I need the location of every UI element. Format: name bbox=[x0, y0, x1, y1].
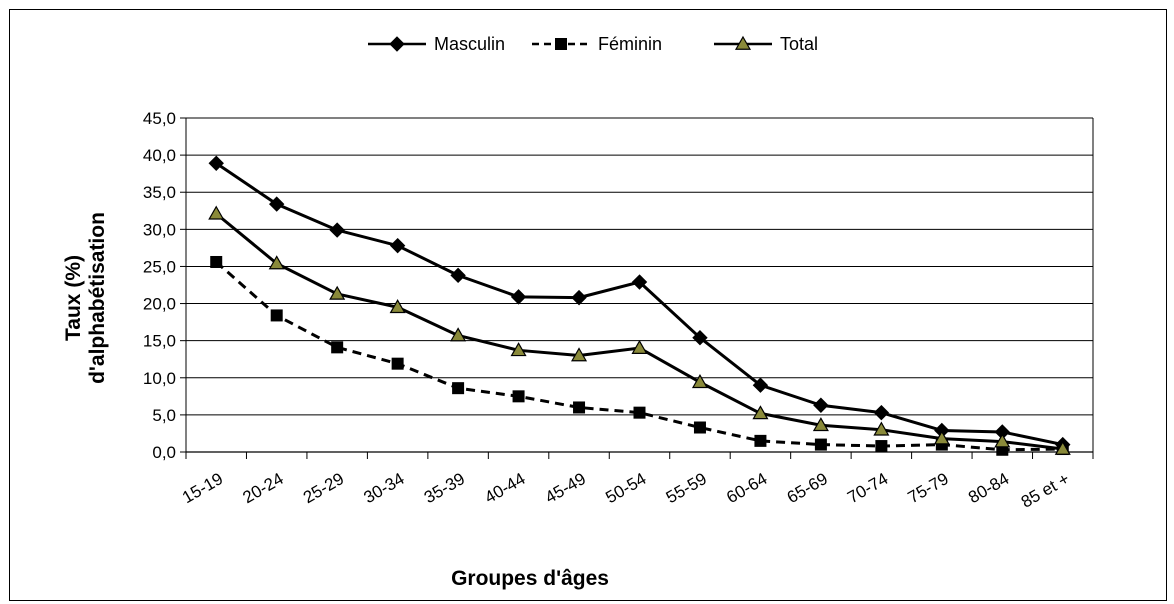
y-tick-label: 45,0 bbox=[143, 109, 176, 128]
data-point bbox=[391, 357, 404, 370]
y-tick-label: 20,0 bbox=[143, 295, 176, 314]
y-tick-label: 15,0 bbox=[143, 332, 176, 351]
data-point bbox=[329, 222, 345, 238]
y-tick-label: 5,0 bbox=[152, 406, 176, 425]
data-point bbox=[450, 327, 467, 342]
data-point bbox=[933, 430, 950, 445]
x-tick-label: 20-24 bbox=[240, 469, 287, 507]
x-tick-label: 50-54 bbox=[602, 469, 649, 507]
legend-marker bbox=[555, 38, 567, 50]
x-tick-label: 55-59 bbox=[663, 469, 710, 507]
x-tick-label: 60-64 bbox=[723, 469, 770, 507]
data-point bbox=[208, 205, 225, 220]
x-tick-label: 35-39 bbox=[421, 469, 468, 507]
data-point bbox=[693, 421, 706, 434]
data-point bbox=[813, 397, 829, 413]
x-tick-label: 80-84 bbox=[965, 469, 1012, 507]
x-tick-label: 40-44 bbox=[481, 469, 528, 507]
legend-item-masculin: Masculin bbox=[368, 34, 505, 54]
legend: Masculin Féminin Total bbox=[368, 34, 818, 54]
series-line bbox=[215, 260, 1063, 452]
gridlines bbox=[186, 117, 1093, 416]
y-tick-label: 0,0 bbox=[152, 443, 176, 462]
chart-frame bbox=[9, 9, 1167, 601]
data-point bbox=[812, 417, 829, 432]
y-tick-label: 25,0 bbox=[143, 257, 176, 276]
data-point bbox=[512, 390, 525, 403]
data-point bbox=[814, 438, 827, 451]
x-tick-label: 25-29 bbox=[300, 469, 347, 507]
legend-label: Féminin bbox=[598, 34, 662, 54]
x-tick-label: 65-69 bbox=[784, 469, 831, 507]
y-axis-title: Taux (%) d'alphabétisation bbox=[62, 212, 109, 384]
x-tick-label: 45-49 bbox=[542, 469, 589, 507]
data-point bbox=[510, 289, 527, 305]
legend-marker bbox=[389, 36, 405, 52]
data-point bbox=[452, 382, 465, 395]
x-tick-label: 30-34 bbox=[360, 469, 407, 507]
data-point bbox=[692, 329, 708, 346]
series-féminin bbox=[210, 255, 1069, 456]
data-point bbox=[873, 421, 890, 436]
legend-item-total: Total bbox=[714, 34, 818, 54]
legend-label: Masculin bbox=[434, 34, 505, 54]
data-point bbox=[631, 339, 648, 354]
data-point bbox=[570, 347, 588, 362]
data-point bbox=[510, 342, 527, 357]
y-tick-label: 35,0 bbox=[143, 183, 176, 202]
data-point bbox=[633, 406, 646, 419]
data-point bbox=[208, 155, 224, 171]
data-point bbox=[571, 289, 587, 306]
data-point bbox=[631, 274, 648, 290]
data-point bbox=[754, 434, 767, 447]
y-axis-title-line-2: d'alphabétisation bbox=[86, 212, 109, 384]
series-group bbox=[208, 155, 1071, 456]
y-tick-labels: 0,0 5,0 10,0 15,0 20,0 25,0 30,0 35,0 40,0 45,0 bbox=[143, 109, 176, 462]
data-point bbox=[573, 401, 586, 414]
x-tick-label: 75-79 bbox=[905, 469, 952, 507]
data-point bbox=[875, 440, 888, 453]
y-tick-label: 10,0 bbox=[143, 369, 176, 388]
data-point bbox=[268, 196, 285, 212]
legend-item-féminin: Féminin bbox=[532, 34, 662, 54]
y-axis-title-line-1: Taux (%) bbox=[62, 255, 85, 341]
data-point bbox=[450, 267, 466, 284]
data-point bbox=[389, 237, 406, 254]
legend-label: Total bbox=[780, 34, 818, 54]
x-tick-labels: 15-19 20-24 25-29 30-34 35-39 40-44 45-49 50-54… bbox=[179, 469, 1073, 512]
data-point bbox=[329, 285, 346, 300]
data-point bbox=[1054, 440, 1071, 455]
series-total bbox=[208, 205, 1071, 455]
x-tick-label: 15-19 bbox=[179, 469, 226, 507]
data-point bbox=[270, 309, 283, 322]
x-tick-label: 85 et + bbox=[1018, 469, 1073, 512]
x-tick-label: 70-74 bbox=[844, 469, 891, 507]
legend-marker bbox=[734, 35, 752, 50]
data-point bbox=[210, 255, 223, 268]
series-masculin bbox=[208, 155, 1071, 453]
data-point bbox=[691, 374, 709, 389]
data-point bbox=[873, 404, 890, 421]
data-point bbox=[389, 299, 406, 314]
x-axis-title: Groupes d'âges bbox=[451, 567, 609, 590]
data-point bbox=[268, 255, 285, 270]
y-tick-label: 40,0 bbox=[143, 146, 176, 165]
data-point bbox=[752, 405, 769, 420]
data-point bbox=[994, 433, 1011, 448]
data-point bbox=[331, 341, 344, 354]
axes bbox=[180, 117, 1094, 459]
data-point bbox=[752, 377, 769, 393]
y-tick-label: 30,0 bbox=[143, 220, 176, 239]
